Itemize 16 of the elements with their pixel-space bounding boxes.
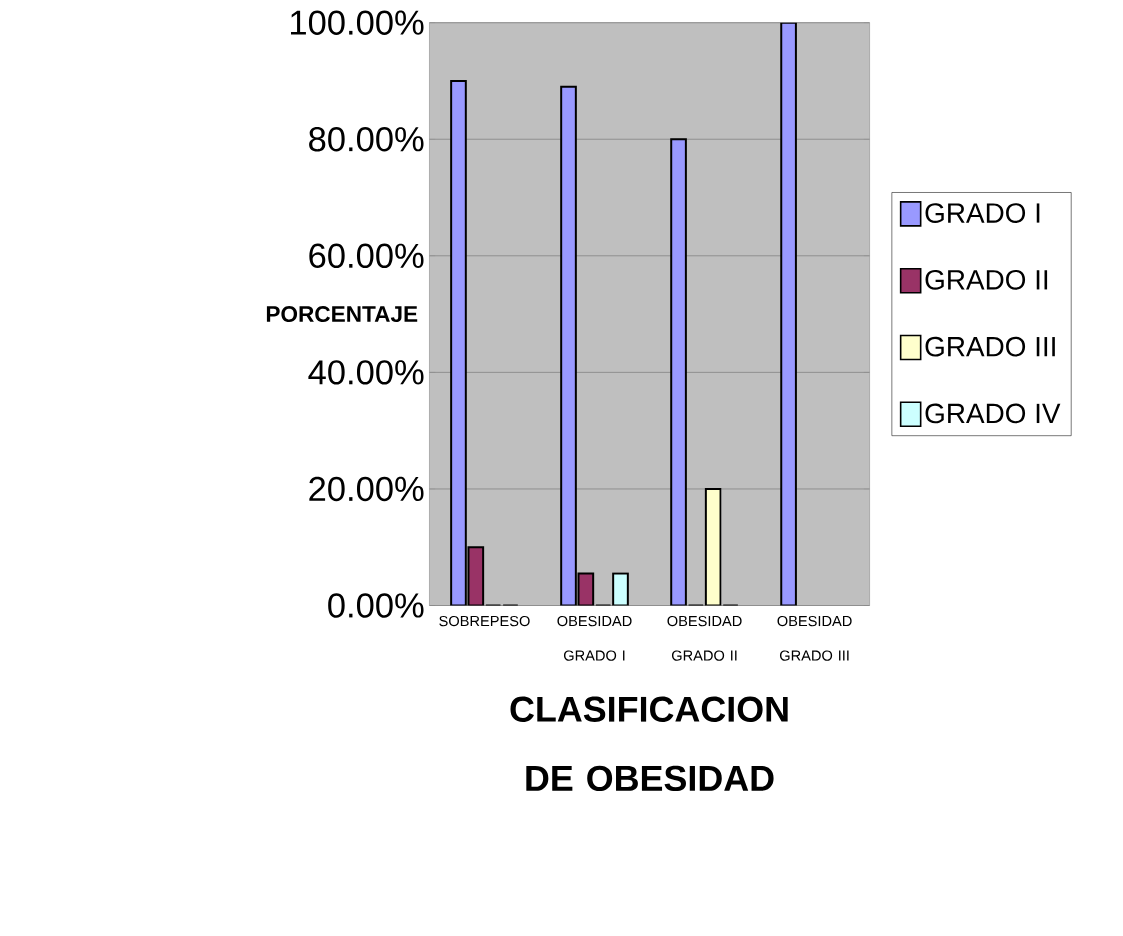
- legend-label: GRADO IV: [925, 403, 1061, 424]
- y-tick-label: 60.00%: [309, 243, 424, 268]
- legend-label: GRADO III: [925, 336, 1055, 357]
- y-tick-label: 20.00%: [309, 476, 424, 502]
- category-label: OBESIDAD GRADO III: [777, 615, 852, 661]
- y-axis-title: PORCENTAJE: [266, 305, 418, 322]
- y-tick-label: 40.00%: [308, 360, 424, 385]
- category-label: OBESIDAD GRADO II: [667, 615, 742, 661]
- category-label: OBESIDAD GRADO I: [557, 615, 632, 661]
- x-tick-label: SOBREPESO: [439, 615, 530, 627]
- text: CLASIFICACION DE OBESIDAD: [510, 696, 788, 791]
- y-tick-label: 0.00%: [328, 593, 424, 618]
- legend-label: GRADO I: [925, 203, 1040, 223]
- y-tick-label: 80.00%: [309, 126, 424, 152]
- legend-label: GRADO II: [925, 269, 1048, 290]
- y-tick-label: 100.00%: [291, 10, 424, 35]
